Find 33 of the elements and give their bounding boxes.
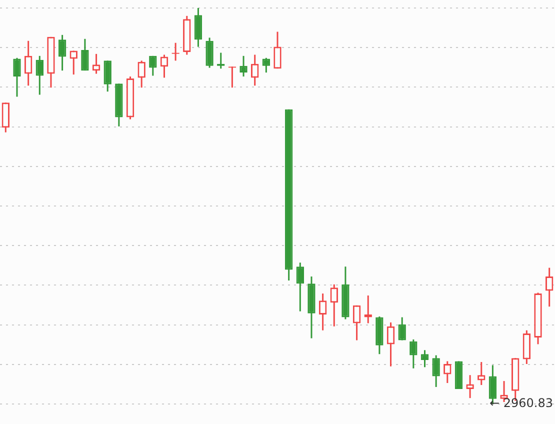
candlestick: [352, 304, 361, 341]
candlestick: [444, 360, 452, 384]
candlestick: [13, 57, 21, 98]
candlestick: [104, 60, 112, 92]
candlestick: [478, 361, 486, 386]
candlestick: [262, 57, 270, 74]
candlestick: [149, 55, 157, 76]
candlestick: [24, 40, 32, 86]
candlestick: [81, 38, 89, 72]
candlestick: [296, 262, 304, 312]
candlestick: [398, 316, 406, 341]
candlestick: [138, 60, 146, 88]
candlestick: [58, 34, 66, 72]
annotation: ← 2960.83: [490, 396, 554, 410]
candlestick: [92, 53, 100, 74]
candlestick: [194, 7, 202, 48]
candlestick: [160, 54, 168, 78]
candlestick: [240, 55, 248, 78]
candlestick: [36, 55, 44, 96]
candlestick: [432, 354, 440, 388]
candlestick: [318, 292, 327, 332]
candlestick: [488, 364, 497, 405]
candlestick: [250, 54, 259, 86]
candlestick: [330, 284, 338, 328]
candlestick: [466, 374, 474, 399]
candlestick: [410, 338, 418, 370]
candlestick: [386, 322, 395, 368]
candlestick: [206, 36, 214, 69]
candlestick: [420, 349, 429, 368]
candlestick: [522, 330, 531, 365]
candlestick: [2, 102, 10, 134]
candlestick: [545, 267, 554, 308]
candlestick: [274, 31, 282, 70]
